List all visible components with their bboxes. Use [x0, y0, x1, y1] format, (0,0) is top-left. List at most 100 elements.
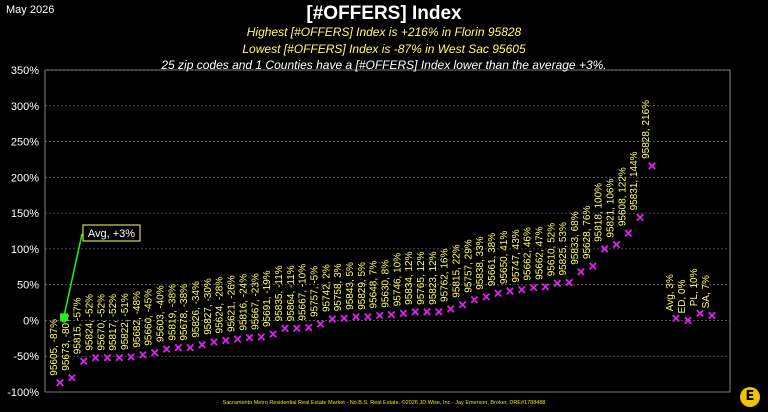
data-point [624, 229, 633, 237]
point-label: 95691, -19% [262, 270, 273, 327]
point-marker [435, 308, 443, 316]
data-point [269, 330, 277, 338]
point-label: 95757, 29% [463, 239, 474, 292]
point-marker [375, 311, 384, 320]
y-tick-label: -100% [7, 387, 39, 399]
point-label: 95662, 46% [523, 227, 534, 280]
point-marker [340, 314, 348, 323]
data-point [470, 295, 479, 304]
data-point [198, 340, 206, 349]
point-label: 95610, 52% [546, 223, 557, 276]
subtitle-count: 25 zip codes and 1 Counties have a [#OFF… [161, 58, 607, 72]
point-marker [304, 323, 313, 332]
point-marker [139, 350, 147, 359]
point-marker [174, 343, 183, 352]
data-point [127, 353, 135, 361]
point-label: 95628, 76% [582, 206, 593, 259]
point-marker [470, 295, 479, 304]
point-marker [387, 310, 396, 319]
point-label: 95673, -80% [61, 314, 72, 371]
data-point [494, 289, 502, 298]
data-point [210, 338, 218, 346]
point-label: 95823, 12% [428, 251, 439, 304]
point-label: 95757, -5% [309, 266, 320, 317]
point-label: 95650, 41% [499, 231, 510, 284]
point-label: 95603, -40% [156, 285, 167, 342]
y-axis: 350% 300% 250% 200% 150% 100% 50% 0% -50% -100% [7, 65, 39, 399]
point-label: 95667, -10% [298, 264, 309, 321]
point-label: 95662, 47% [534, 226, 545, 279]
point-label: 95833, 68% [570, 211, 581, 264]
data-point [56, 378, 64, 387]
y-tick-label: 250% [11, 137, 39, 149]
point-marker [565, 278, 573, 287]
point-marker [364, 313, 372, 321]
data-point [506, 287, 514, 295]
point-marker [186, 343, 195, 352]
report-date: May 2026 [6, 4, 55, 16]
data-point [68, 373, 76, 382]
data-point [600, 245, 609, 253]
point-marker [636, 213, 644, 222]
point-label: 95678, -38% [179, 284, 190, 341]
point-marker [684, 316, 692, 325]
data-point [517, 285, 526, 294]
point-marker [577, 267, 585, 276]
brand-logo-icon: E [740, 387, 760, 407]
point-marker [672, 314, 680, 323]
point-marker [708, 311, 716, 320]
point-label: 95661, 38% [487, 233, 498, 286]
point-marker [281, 324, 289, 333]
data-point [588, 262, 597, 270]
point-label: 95762, 16% [440, 249, 451, 302]
data-point [565, 278, 573, 287]
point-label: 95630, 8% [381, 260, 392, 308]
point-label: 95834, 12% [404, 251, 415, 304]
average-annotation: Avg, +3% [60, 224, 141, 322]
data-point [553, 279, 562, 288]
point-marker [257, 333, 266, 341]
point-marker [103, 353, 112, 362]
point-label: 95819, -38% [167, 284, 178, 341]
subtitle-highest: Highest [#OFFERS] Index is +216% in Flor… [246, 25, 522, 39]
plot-frame [44, 69, 731, 393]
point-marker [328, 315, 337, 323]
data-point [139, 350, 147, 359]
point-label: 95816, -24% [238, 274, 249, 331]
average-label: Avg, +3% [88, 228, 135, 240]
data-point [150, 348, 159, 357]
point-marker [446, 305, 455, 313]
point-label: 95667, -23% [250, 273, 261, 330]
data-point [340, 314, 348, 323]
data-point [245, 333, 254, 342]
point-marker [79, 357, 88, 366]
point-label: 95608, 122% [617, 167, 628, 226]
point-label: 95682, -48% [132, 291, 143, 348]
point-marker [529, 283, 538, 292]
point-marker [612, 240, 621, 249]
point-marker [648, 162, 656, 170]
plot-area: 95605, -87% 95673, -80% 95815, -57% 95824, … [49, 100, 716, 387]
point-label: SA, 7% [701, 275, 712, 308]
average-label-box [82, 224, 141, 242]
point-marker [292, 324, 301, 333]
point-marker [423, 308, 431, 316]
data-point [708, 311, 716, 320]
point-label: 95765, 12% [416, 251, 427, 304]
data-point [233, 335, 242, 343]
data-point [672, 314, 680, 323]
point-marker [198, 340, 206, 349]
point-label: 95758, 3% [333, 263, 344, 311]
data-point [696, 309, 704, 318]
point-label: 95815, 22% [452, 244, 463, 297]
data-point [446, 305, 455, 313]
point-label: 95831, 144% [629, 151, 640, 210]
subtitle-lowest: Lowest [#OFFERS] Index is -87% in West S… [242, 42, 526, 56]
y-tick-label: 0% [23, 315, 39, 327]
data-point [387, 310, 396, 319]
point-marker [494, 289, 502, 298]
point-marker [696, 309, 704, 318]
point-marker [245, 333, 254, 342]
data-point [352, 313, 360, 321]
